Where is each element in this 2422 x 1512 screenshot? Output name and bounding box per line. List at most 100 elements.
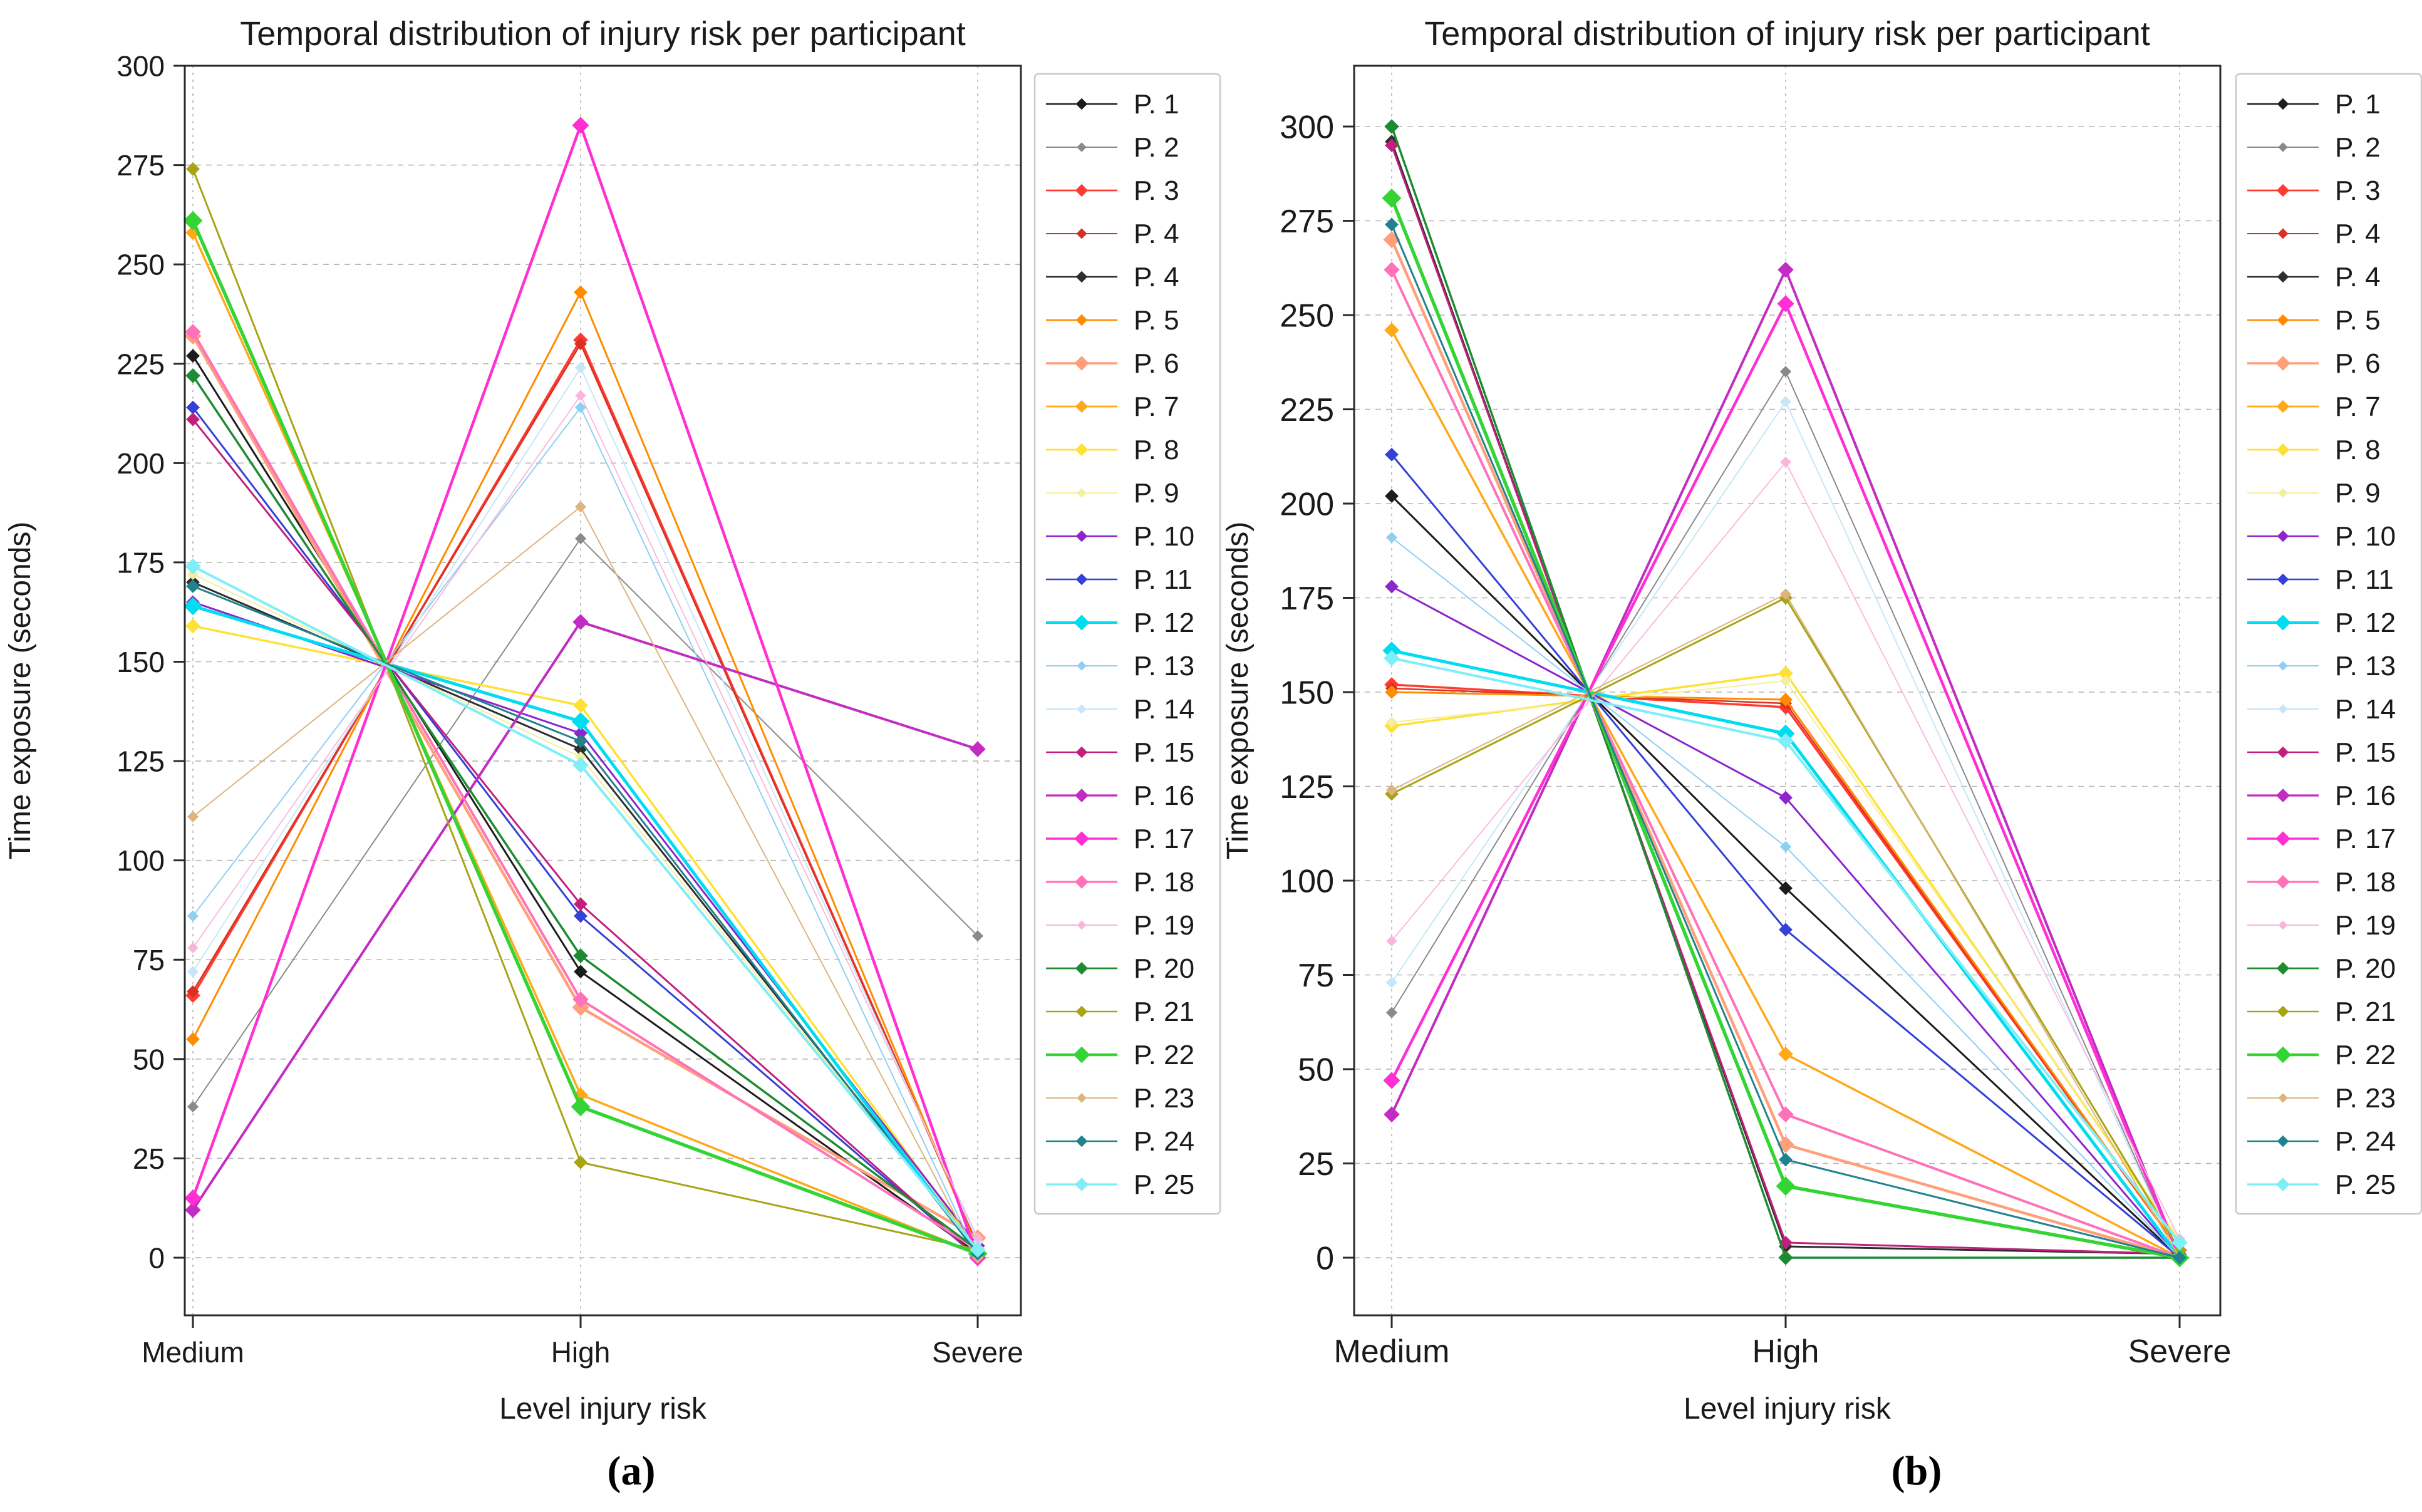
- y-tick-label-25: 25: [133, 1142, 165, 1175]
- legend-label: P. 18: [1134, 867, 1194, 898]
- data-point-marker: [186, 400, 200, 415]
- y-tick-label-75: 75: [1298, 958, 1334, 994]
- data-point-marker: [574, 338, 587, 351]
- data-point-marker: [1385, 489, 1399, 503]
- legend-marker: [1077, 704, 1087, 714]
- legend-item-b-24: P. 23: [2247, 1083, 2396, 1114]
- legend-label: P. 10: [1134, 521, 1194, 552]
- legend-marker: [2276, 443, 2290, 457]
- y-axis-label-b: Time exposure (seconds): [1221, 522, 1255, 860]
- series-a-20: [187, 390, 983, 1244]
- gridlines-a: [185, 65, 1021, 1315]
- legend-a: P. 1 P. 2 P. 3 P. 4 P. 4 P. 5 P. 6 P. 7 P. 8 P. 9…: [1033, 73, 1221, 1215]
- legend-item-b-23: P. 22: [2247, 1040, 2396, 1070]
- legend-label: P. 25: [1134, 1169, 1194, 1200]
- data-point-marker: [185, 1202, 201, 1218]
- data-point-marker: [1385, 784, 1398, 796]
- legend-marker: [2276, 184, 2290, 197]
- data-point-marker: [1384, 650, 1400, 666]
- data-point-marker: [186, 579, 200, 593]
- legend-item-a-6: P. 5: [1046, 305, 1179, 336]
- data-point-marker: [572, 991, 589, 1008]
- legend-label: P. 25: [2335, 1169, 2396, 1200]
- legend-label: P. 14: [2335, 694, 2396, 725]
- data-point-marker: [1385, 138, 1399, 152]
- legend-item-a-24: P. 23: [1046, 1083, 1194, 1114]
- legend-marker: [2278, 488, 2288, 498]
- legend-item-b-21: P. 20: [2247, 953, 2396, 984]
- legend-label: P. 17: [2335, 824, 2396, 854]
- legend-marker: [2277, 314, 2289, 326]
- legend-label: P. 21: [1134, 997, 1194, 1027]
- x-tick-label-high: High: [1752, 1333, 1819, 1370]
- data-point-marker: [185, 225, 200, 241]
- legend-label: P. 22: [1134, 1040, 1194, 1070]
- data-point-marker: [187, 985, 199, 998]
- data-point-marker: [573, 948, 588, 963]
- legend-marker: [2275, 614, 2291, 631]
- legend-item-a-18: P. 17: [1046, 824, 1194, 854]
- legend-label: P. 23: [2335, 1083, 2396, 1114]
- data-point-marker: [1776, 1176, 1796, 1196]
- y-tick-label-125: 125: [1280, 769, 1334, 805]
- legend-label: P. 5: [1134, 305, 1179, 336]
- y-tick-label-250: 250: [1280, 298, 1334, 334]
- legend-item-b-2: P. 2: [2247, 132, 2381, 163]
- data-point-marker: [1385, 976, 1398, 988]
- legend-item-b-12: P. 11: [2247, 564, 2394, 595]
- legend-marker: [1077, 142, 1087, 152]
- legend-item-a-26: P. 25: [1046, 1169, 1194, 1200]
- data-point-marker: [186, 162, 200, 176]
- legend-label: P. 23: [1134, 1083, 1194, 1114]
- data-point-marker: [184, 597, 202, 616]
- legend-item-a-12: P. 11: [1046, 564, 1193, 595]
- series-a-19: [185, 324, 986, 1258]
- panel-caption-b: (b): [1892, 1448, 1942, 1494]
- legend-marker: [1073, 1046, 1090, 1064]
- data-point-marker: [1778, 1106, 1794, 1122]
- x-tick-label-high: High: [551, 1336, 611, 1369]
- y-tick-label-150: 150: [1280, 675, 1334, 712]
- y-tick-label-50: 50: [133, 1043, 165, 1075]
- data-point-marker: [1778, 666, 1793, 681]
- y-tick-label-175: 175: [1280, 581, 1334, 617]
- data-point-marker: [1383, 1072, 1400, 1089]
- legend-marker: [1077, 920, 1087, 930]
- y-tick-label-125: 125: [116, 745, 165, 778]
- legend-marker: [2277, 228, 2289, 239]
- legend-label: P. 4: [2335, 262, 2381, 293]
- y-tick-label-50: 50: [1298, 1052, 1334, 1089]
- axes-frame: [1353, 65, 2222, 1317]
- data-point-marker: [185, 558, 201, 574]
- data-point-marker: [1383, 231, 1400, 249]
- legend-item-b-7: P. 6: [2247, 348, 2381, 379]
- legend-label: P. 16: [1134, 780, 1194, 811]
- data-point-marker: [1384, 262, 1400, 278]
- legend-marker: [2278, 1093, 2288, 1103]
- legend-marker: [1075, 1178, 1089, 1191]
- x-tick-label-severe: Severe: [2128, 1333, 2232, 1370]
- legend-item-b-13: P. 12: [2247, 608, 2396, 638]
- legend-item-b-19: P. 18: [2247, 867, 2396, 898]
- legend-item-a-23: P. 22: [1046, 1040, 1194, 1070]
- legend-item-b-4: P. 4: [2247, 219, 2381, 249]
- series-line: [191, 219, 980, 1256]
- data-point-marker: [1779, 790, 1793, 805]
- data-point-marker: [186, 349, 200, 363]
- series-b-15: [1385, 396, 2186, 1264]
- x-tick-label-severe: Severe: [932, 1336, 1023, 1369]
- chart-panel-b: 3002752502252001751501251007550250Medium…: [1221, 15, 2422, 1494]
- legend-item-a-14: P. 13: [1046, 651, 1194, 681]
- legend-item-a-21: P. 20: [1046, 953, 1194, 984]
- legend-label: P. 11: [2335, 564, 2394, 595]
- series-line: [1391, 401, 2180, 1258]
- y-tick-label-175: 175: [116, 546, 165, 579]
- data-point-marker: [187, 910, 199, 922]
- legend-marker: [1075, 789, 1089, 802]
- legend-label: P. 15: [2335, 737, 2396, 768]
- legend-item-b-14: P. 13: [2247, 651, 2396, 681]
- legend-label: P. 8: [1134, 435, 1179, 465]
- x-axis-label-a: Level injury risk: [499, 1392, 707, 1426]
- data-point-marker: [574, 726, 587, 740]
